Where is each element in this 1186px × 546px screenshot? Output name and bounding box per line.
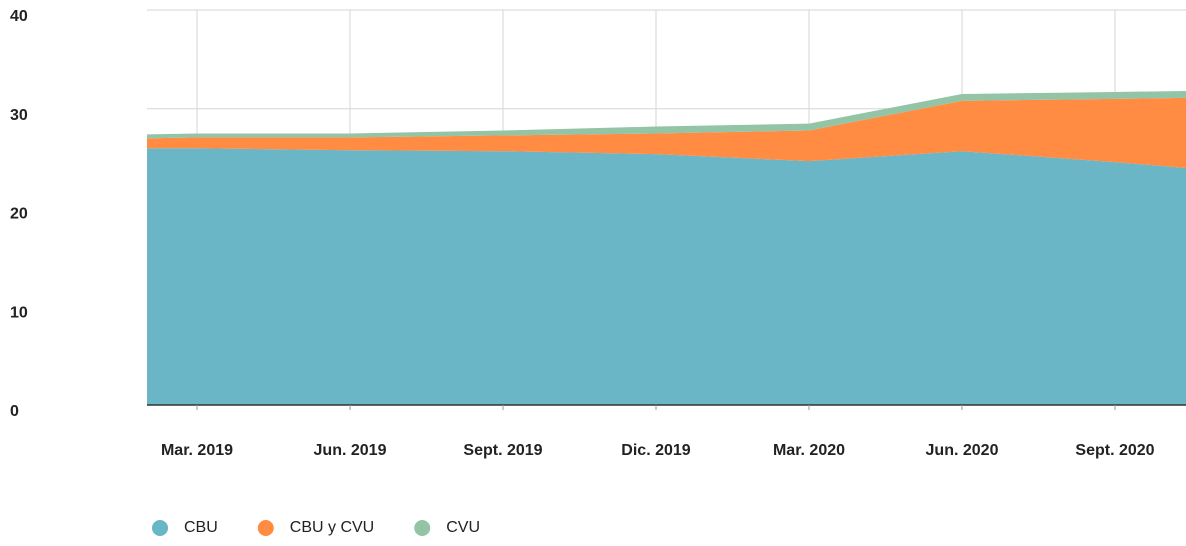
x-tick-label: Dic. 2019: [621, 442, 690, 459]
y-tick-label: 0: [10, 403, 19, 420]
x-tick-label: Sept. 2019: [463, 442, 542, 459]
area: [147, 90, 1186, 139]
legend-label: CBU: [184, 519, 218, 536]
y-tick-label: 10: [10, 304, 28, 321]
area: [147, 97, 1186, 168]
y-tick-label: 40: [10, 8, 28, 25]
legend-swatch: [414, 520, 431, 536]
x-tick-label: Jun. 2019: [314, 442, 387, 459]
y-tick-label: 30: [10, 107, 28, 124]
x-tick-label: Jun. 2020: [926, 442, 999, 459]
x-tick-label: Mar. 2020: [773, 442, 845, 459]
legend-swatch: [257, 520, 274, 536]
area: [147, 148, 1186, 405]
legend-label: CVU: [446, 519, 480, 536]
legend-swatch: [152, 520, 168, 536]
x-tick-label: Mar. 2019: [161, 442, 233, 459]
legend-label: CBU y CVU: [290, 519, 374, 536]
y-tick-label: 20: [10, 206, 28, 223]
x-tick-label: Sept. 2020: [1075, 442, 1154, 459]
